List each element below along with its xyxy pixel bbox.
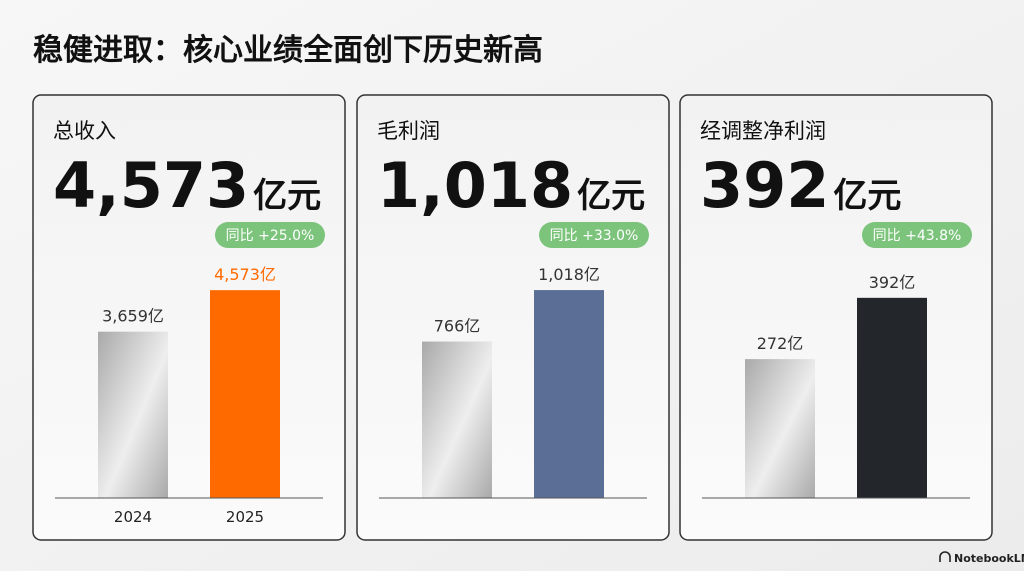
- bar: [210, 290, 280, 498]
- card-title: 经调整净利润: [700, 119, 826, 143]
- value-label: 272亿: [757, 334, 804, 353]
- slide-title: 稳健进取：核心业绩全面创下历史新高: [33, 33, 543, 68]
- headline-unit: 亿元: [577, 176, 645, 216]
- badge: [215, 222, 325, 248]
- card-title: 总收入: [53, 119, 116, 143]
- footer-logo: NotebookLM: [939, 551, 1024, 565]
- headline-number: 392: [700, 149, 829, 222]
- headline: 392 亿元: [700, 149, 901, 222]
- bar: [534, 290, 604, 498]
- headline-number: 4,573: [53, 149, 249, 222]
- bar: [98, 331, 168, 498]
- headline-unit: 亿元: [833, 176, 901, 216]
- value-label: 4,573亿: [214, 265, 276, 284]
- value-label: 1,018亿: [538, 265, 600, 284]
- badge: [862, 222, 972, 248]
- x-tick-label: 2025: [226, 508, 264, 526]
- value-label: 3,659亿: [102, 307, 164, 326]
- headline: 1,018 亿元: [377, 149, 645, 222]
- value-label: 392亿: [869, 273, 916, 292]
- value-label: 766亿: [434, 317, 481, 336]
- badge-text: 同比 +33.0%: [550, 228, 639, 244]
- bar: [857, 297, 927, 498]
- badge-text: 同比 +43.8%: [873, 228, 962, 244]
- headline-number: 1,018: [377, 149, 573, 222]
- headline-unit: 亿元: [253, 176, 321, 216]
- x-tick-label: 2024: [114, 508, 152, 526]
- badge-text: 同比 +25.0%: [226, 228, 315, 244]
- headline: 4,573 亿元: [53, 149, 321, 222]
- bar: [422, 341, 492, 498]
- footer-text: NotebookLM: [954, 552, 1024, 565]
- card-title: 毛利润: [377, 119, 440, 143]
- badge: [539, 222, 649, 248]
- bar: [745, 359, 815, 498]
